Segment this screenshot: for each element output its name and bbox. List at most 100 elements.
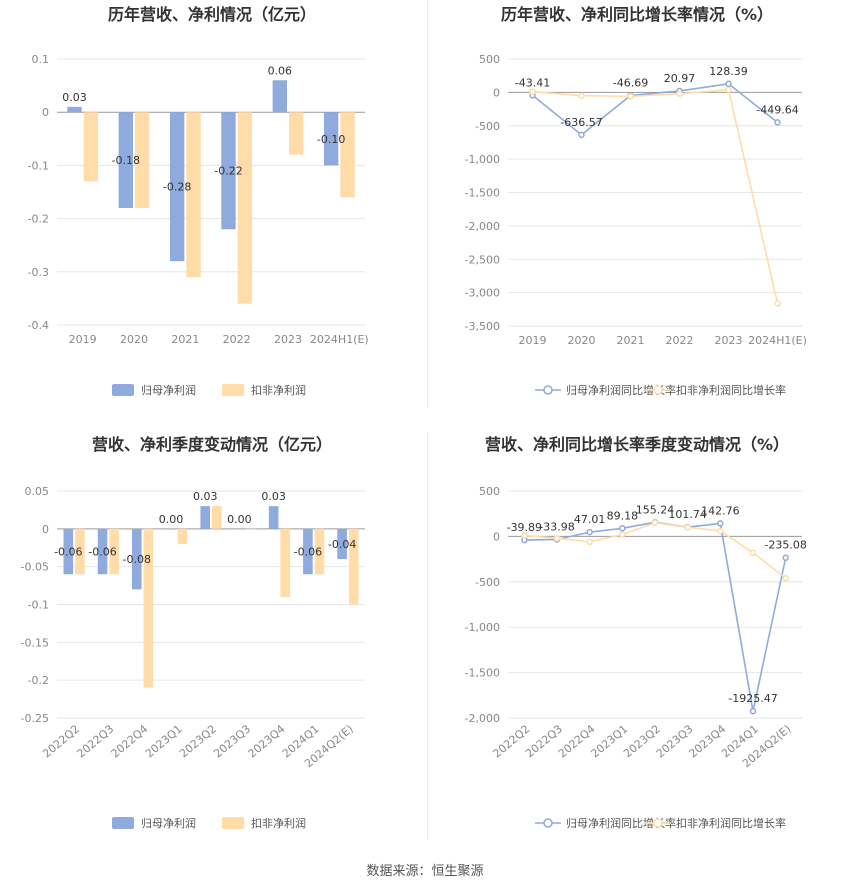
point-data-label: 89.18	[607, 509, 639, 522]
bar-data-label: -0.06	[294, 546, 322, 559]
bar-parent-net-profit	[63, 528, 74, 575]
y-tick-label: 0	[493, 86, 500, 99]
legend-label: 归母净利润	[141, 383, 196, 397]
y-tick-label: 0	[42, 106, 49, 119]
point-deducted-growth	[578, 92, 585, 99]
y-tick-label: -3,500	[465, 320, 500, 333]
x-tick-label: 2023Q1	[143, 722, 185, 760]
bar-parent-net-profit	[323, 112, 339, 166]
point-data-label: -43.41	[515, 76, 550, 89]
chart-title: 历年营收、净利情况（亿元）	[108, 5, 316, 24]
y-tick-label: 500	[479, 53, 500, 66]
bar-deducted-net-profit	[75, 528, 85, 575]
legend-label: 扣非净利润同比增长率	[676, 816, 786, 830]
y-tick-label: -0.15	[21, 636, 49, 649]
point-deducted-growth	[725, 86, 732, 93]
legend-label: 归母净利润	[141, 816, 196, 830]
y-tick-label: -0.2	[28, 213, 49, 226]
point-parent-growth	[717, 520, 724, 527]
bar-deducted-net-profit	[186, 112, 201, 278]
x-tick-label: 2020	[568, 334, 596, 347]
y-tick-label: -0.1	[28, 159, 49, 172]
y-tick-label: 500	[479, 485, 500, 498]
chart-panel-annual-profit: 历年营收、净利情况（亿元） 0.1 0 -0.1 -0.2 -0.3 -0.4 2019 202…	[0, 0, 425, 430]
point-deducted-growth	[651, 519, 659, 527]
point-deducted-growth	[586, 538, 593, 546]
x-tick-label: 2023	[715, 334, 743, 347]
y-tick-label: 0	[493, 530, 500, 543]
bar-data-label: 0.03	[62, 91, 87, 104]
bar-data-label: -0.18	[112, 154, 140, 167]
legend-label: 扣非净利润	[251, 383, 306, 397]
point-data-label: -235.08	[764, 539, 806, 552]
chart-title: 营收、净利季度变动情况（亿元）	[92, 435, 332, 454]
bar-data-label: -0.28	[163, 181, 191, 194]
bar-data-label: -0.08	[123, 553, 151, 566]
bar-parent-net-profit	[131, 528, 142, 590]
point-data-label: 47.01	[574, 513, 606, 526]
point-deducted-growth	[627, 93, 634, 100]
legend-label: 归母净利润同比增长率	[566, 383, 676, 397]
bar-deducted-net-profit	[280, 528, 291, 597]
legend-swatch	[112, 817, 134, 829]
point-deducted-growth	[553, 534, 561, 542]
y-tick-label: -1,000	[465, 621, 500, 634]
point-parent-growth	[725, 80, 732, 88]
bar-parent-net-profit	[118, 112, 133, 208]
point-data-label: 155.24	[636, 503, 675, 516]
bar-parent-net-profit	[272, 80, 287, 113]
x-tick-label: 2023	[274, 333, 302, 346]
x-tick-label: 2019	[519, 334, 547, 347]
bar-parent-net-profit	[303, 528, 313, 575]
chart-panel-quarterly-profit: 营收、净利季度变动情况（亿元） 0.05 0 -0.05 -0.1 -0.15 -0.2 -0…	[0, 430, 425, 860]
y-tick-label: 0	[42, 523, 49, 536]
y-tick-label: -2,000	[465, 712, 500, 725]
legend-swatch	[222, 817, 244, 829]
legend-marker	[653, 818, 663, 828]
y-tick-label: -0.3	[28, 266, 49, 279]
bar-deducted-net-profit	[177, 528, 188, 544]
y-tick-label: -0.2	[28, 674, 49, 687]
point-deducted-growth	[684, 524, 691, 531]
bar-deducted-net-profit	[143, 528, 154, 688]
x-tick-label: 2023Q2	[177, 722, 219, 760]
bar-data-label: -0.06	[88, 546, 116, 559]
y-tick-label: -1,500	[465, 187, 500, 200]
point-parent-growth	[586, 528, 593, 536]
y-tick-label: -3,000	[465, 287, 500, 300]
legend-label: 扣非净利润	[251, 816, 306, 830]
bar-parent-net-profit	[200, 506, 210, 529]
point-data-label: -39.89	[507, 521, 542, 534]
vertical-divider	[427, 0, 428, 408]
legend-swatch	[112, 384, 134, 396]
bar-parent-net-profit	[337, 528, 347, 560]
bar-data-label: 0.00	[227, 513, 252, 526]
line-parent-growth	[531, 82, 778, 136]
quarterly-growth-line-chart: 营收、净利同比增长率季度变动情况（%） 500 0 -500 -1,000 -1,500 -…	[465, 435, 807, 830]
bar-parent-net-profit	[97, 528, 108, 575]
point-parent-growth	[782, 554, 789, 561]
y-tick-label: 0.05	[25, 485, 50, 498]
chart-title: 历年营收、净利同比增长率情况（%）	[501, 5, 773, 24]
x-tick-label: 2022Q2	[40, 722, 82, 760]
point-parent-growth	[619, 525, 626, 532]
point-data-label: 20.97	[664, 72, 696, 85]
y-tick-label: -500	[475, 576, 500, 589]
point-deducted-growth	[749, 549, 757, 556]
bar-deducted-net-profit	[246, 528, 256, 530]
bar-data-label: 0.06	[268, 64, 293, 77]
point-deducted-growth	[774, 300, 781, 307]
point-deducted-growth	[717, 527, 724, 535]
bar-deducted-net-profit	[109, 528, 119, 575]
legend-label: 归母净利润同比增长率	[566, 816, 676, 830]
y-tick-label: 0.1	[32, 53, 50, 66]
y-tick-label: -1,000	[465, 153, 500, 166]
bar-data-label: -0.04	[328, 538, 356, 551]
point-parent-growth	[578, 131, 585, 139]
bar-data-label: -0.06	[54, 546, 82, 559]
legend-swatch	[222, 384, 244, 396]
x-tick-label: 2023Q4	[246, 722, 288, 760]
point-data-label: -449.64	[756, 103, 798, 116]
x-tick-label: 2020	[120, 333, 148, 346]
y-tick-label: -0.25	[21, 712, 49, 725]
